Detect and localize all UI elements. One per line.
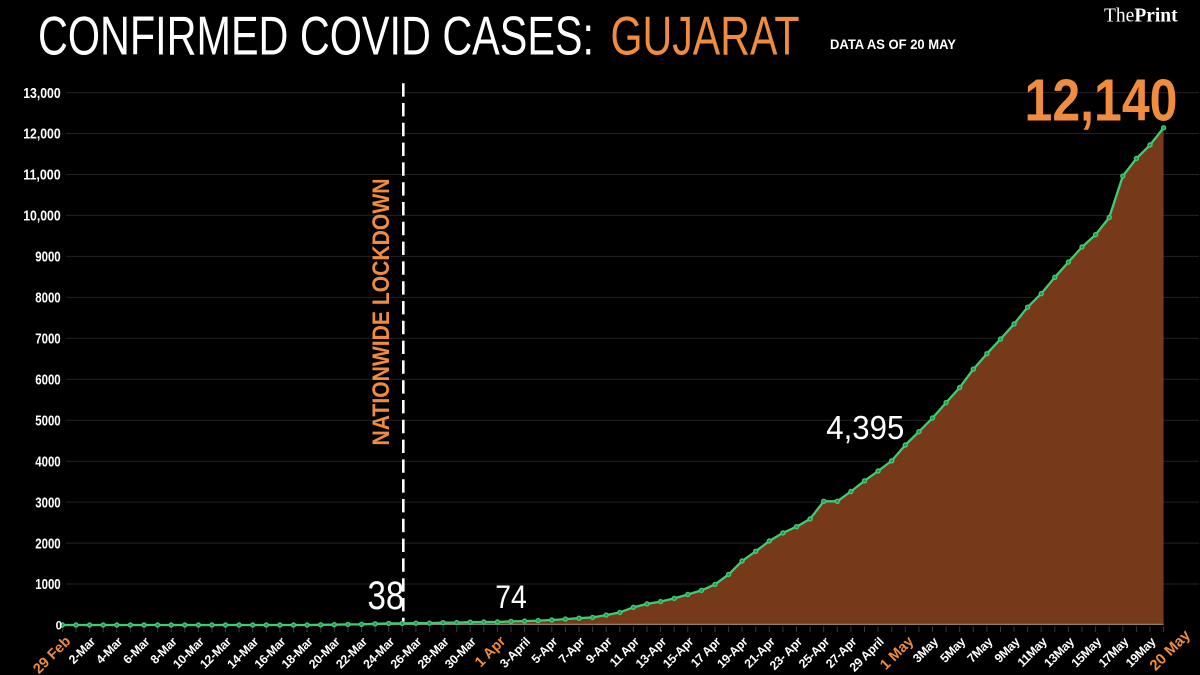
svg-text:0: 0	[56, 621, 62, 633]
svg-text:GUJARAT: GUJARAT	[611, 5, 800, 67]
svg-text:7000: 7000	[35, 331, 61, 348]
svg-text:1000: 1000	[35, 576, 61, 593]
svg-text:9000: 9000	[35, 249, 61, 266]
svg-text:12,140: 12,140	[1025, 68, 1178, 134]
svg-text:ThePrint: ThePrint	[1104, 6, 1178, 27]
svg-text:4000: 4000	[35, 453, 61, 470]
svg-text:74: 74	[495, 579, 527, 615]
svg-text:NATIONWIDE LOCKDOWN: NATIONWIDE LOCKDOWN	[368, 179, 395, 446]
svg-text:DATA AS OF 20 MAY: DATA AS OF 20 MAY	[830, 37, 956, 52]
svg-text:2000: 2000	[35, 535, 61, 552]
svg-text:5000: 5000	[35, 412, 61, 429]
svg-text:4,395: 4,395	[826, 410, 904, 447]
svg-text:10,000: 10,000	[23, 208, 61, 225]
svg-text:3000: 3000	[35, 494, 61, 511]
svg-text:6000: 6000	[35, 372, 61, 389]
svg-text:11,000: 11,000	[23, 167, 61, 184]
svg-text:CONFIRMED COVID CASES:: CONFIRMED COVID CASES:	[38, 5, 594, 67]
svg-text:8000: 8000	[35, 290, 61, 307]
svg-text:12,000: 12,000	[23, 126, 61, 143]
svg-text:38: 38	[368, 574, 405, 618]
svg-text:13,000: 13,000	[23, 85, 61, 102]
